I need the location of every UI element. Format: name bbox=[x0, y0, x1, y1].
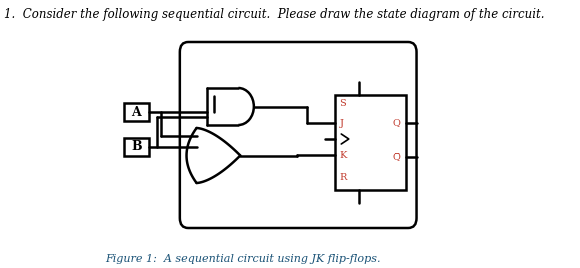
Text: Q̅: Q̅ bbox=[393, 152, 401, 162]
Text: Q: Q bbox=[393, 118, 401, 128]
Bar bbox=[124, 103, 149, 121]
Bar bbox=[335, 95, 405, 190]
Text: S: S bbox=[339, 99, 346, 107]
Text: Figure 1:  A sequential circuit using JK flip-flops.: Figure 1: A sequential circuit using JK … bbox=[105, 254, 380, 264]
Text: 1.  Consider the following sequential circuit.  Please draw the state diagram of: 1. Consider the following sequential cir… bbox=[4, 8, 545, 21]
Text: K: K bbox=[339, 151, 347, 159]
Text: R: R bbox=[339, 173, 347, 181]
Bar bbox=[124, 138, 149, 156]
Text: B: B bbox=[131, 140, 142, 154]
Text: J: J bbox=[339, 118, 343, 128]
Text: A: A bbox=[132, 106, 141, 118]
